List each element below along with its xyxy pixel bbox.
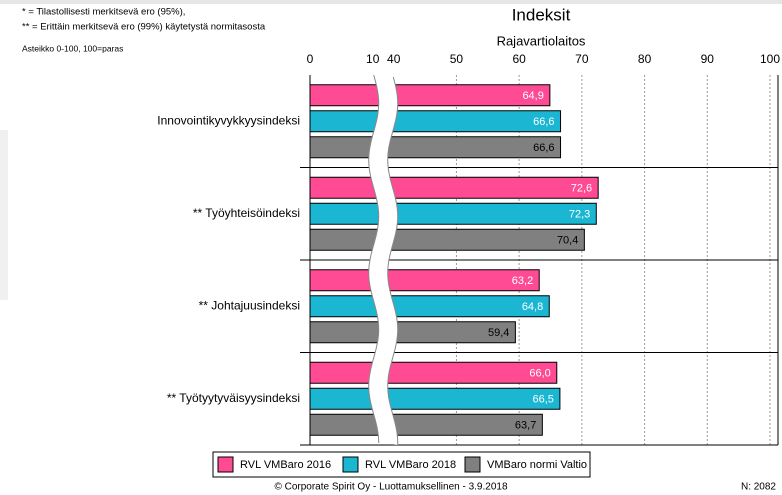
- category-label: Innovointikyvykkyysindeksi: [157, 113, 300, 127]
- side-block: [0, 130, 8, 300]
- chart-subtitle: Rajavartiolaitos: [497, 33, 586, 48]
- bar: [309, 228, 585, 251]
- value-label: 64,9: [522, 90, 543, 102]
- note: * = Tilastollisesti merkitsevä ero (95%)…: [22, 7, 185, 18]
- footer: © Corporate Spirit Oy - Luottamukselline…: [274, 482, 507, 493]
- value-label: 66,6: [533, 116, 554, 128]
- value-label: 66,0: [529, 368, 550, 380]
- chart-title: Indeksit: [512, 5, 571, 24]
- legend-swatch: [342, 456, 359, 473]
- bar: [309, 84, 551, 107]
- x-tick-label: 0: [307, 52, 314, 66]
- legend-swatch: [217, 456, 234, 473]
- category-label: ** Työyhteisöindeksi: [193, 206, 300, 220]
- bar: [309, 110, 562, 133]
- value-label: 63,2: [512, 275, 533, 287]
- bar: [309, 136, 562, 159]
- category-label: ** Johtajuusindeksi: [199, 298, 300, 312]
- x-tick-label: 40: [387, 52, 401, 66]
- bar: [309, 387, 561, 410]
- value-label: 70,4: [557, 235, 578, 247]
- x-tick-label: 10: [366, 52, 380, 66]
- x-tick-label: 100: [760, 52, 780, 66]
- value-label: 59,4: [488, 327, 509, 339]
- x-tick-label: 80: [638, 52, 652, 66]
- x-tick-label: 60: [512, 52, 526, 66]
- axis-break-edge: [387, 76, 399, 446]
- axis-break-edge: [368, 74, 380, 444]
- bar: [309, 413, 543, 436]
- legend-box: [212, 451, 591, 478]
- value-label: 72,3: [569, 209, 590, 221]
- bar: [309, 202, 597, 225]
- value-label: 64,8: [522, 301, 543, 313]
- category-label: ** Työtyytyväisyysindeksi: [167, 391, 300, 405]
- value-label: 63,7: [515, 420, 536, 432]
- top-border: [0, 0, 782, 4]
- value-label: 72,6: [571, 183, 592, 195]
- value-label: 66,5: [532, 394, 553, 406]
- legend-label: RVL VMBaro 2016: [240, 459, 331, 471]
- legend-label: RVL VMBaro 2018: [365, 459, 456, 471]
- bar: [309, 176, 599, 199]
- axis-break: [368, 75, 398, 445]
- note: ** = Erittäin merkitsevä ero (99%) käyte…: [22, 22, 266, 33]
- bar: [309, 361, 558, 384]
- scale-note: Asteikko 0-100, 100=paras: [22, 43, 123, 53]
- x-tick-label: 90: [701, 52, 715, 66]
- bar: [309, 295, 550, 318]
- legend-swatch: [464, 456, 481, 473]
- x-tick-label: 70: [575, 52, 589, 66]
- legend-label: VMBaro normi Valtio: [487, 459, 587, 471]
- n-label: N: 2082: [741, 482, 776, 493]
- bar: [309, 321, 516, 344]
- x-tick-label: 50: [450, 52, 464, 66]
- value-label: 66,6: [533, 142, 554, 154]
- bar: [309, 269, 540, 292]
